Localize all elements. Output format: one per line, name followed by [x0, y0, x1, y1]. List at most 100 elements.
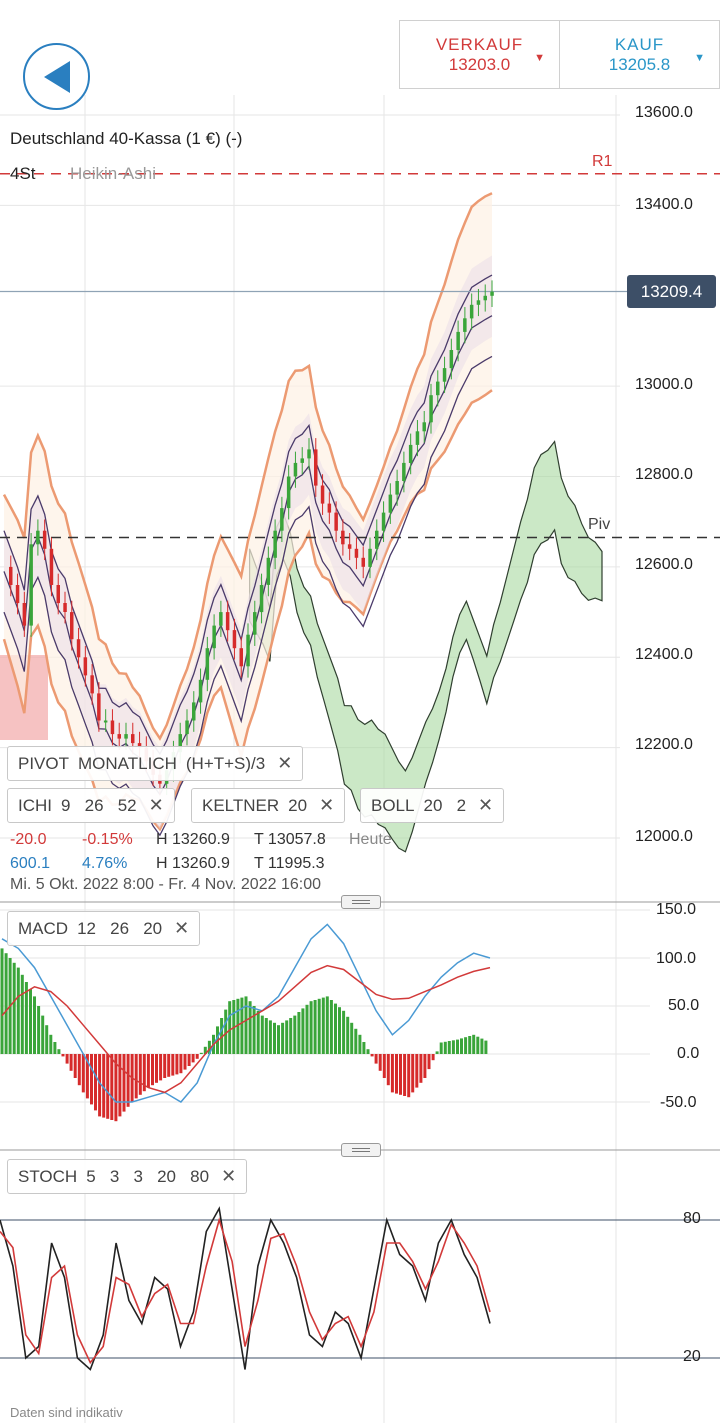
macd-histogram-bar [33, 996, 36, 1054]
candle-body [225, 612, 230, 631]
macd-histogram-bar [175, 1054, 179, 1075]
candle-body [381, 512, 386, 531]
macd-histogram-bar [350, 1022, 354, 1054]
candle-body [63, 603, 67, 612]
candle-body [124, 734, 128, 739]
candle-body [469, 304, 474, 319]
close-icon[interactable]: ✕ [221, 1166, 237, 1186]
candle-body [327, 503, 332, 513]
day-change-pct: -0.15% [82, 831, 133, 848]
day-change: -20.0 [10, 831, 47, 848]
candle-body [76, 639, 81, 658]
close-icon[interactable]: ✕ [174, 918, 190, 938]
macd-histogram-bar [358, 1034, 362, 1054]
macd-histogram-bar [338, 1007, 341, 1054]
macd-y-tick-label: 150.0 [656, 901, 697, 918]
macd-histogram-bar [69, 1054, 73, 1071]
sell-price: 13203.0 [448, 54, 511, 74]
r1-label: R1 [592, 153, 613, 170]
candle-body [198, 679, 203, 703]
keltner-indicator-chip[interactable]: KELTNER 20 ✕ [191, 788, 346, 823]
macd-histogram-bar [329, 1000, 333, 1054]
macd-histogram-bar [305, 1004, 309, 1054]
macd-histogram-bar [90, 1054, 93, 1105]
range-change: 600.1 [10, 855, 51, 872]
macd-histogram-bar [293, 1015, 297, 1054]
candle-body [300, 458, 304, 463]
candle-body [253, 612, 257, 635]
candle-body [219, 612, 223, 626]
macd-histogram-bar [366, 1049, 370, 1054]
close-icon[interactable]: ✕ [148, 795, 164, 815]
macd-histogram-bar [29, 989, 32, 1054]
macd-histogram-bar [476, 1036, 480, 1054]
macd-histogram-bar [142, 1054, 146, 1092]
candle-body [97, 693, 101, 721]
candle-body [490, 291, 494, 296]
macd-histogram-bar [138, 1054, 142, 1095]
macd-histogram-bar [171, 1054, 175, 1076]
candle-body [293, 462, 298, 477]
timeframe-label[interactable]: 4St [10, 164, 36, 183]
candle-body [320, 485, 325, 504]
bollinger-indicator-chip[interactable]: BOLL 20 2 ✕ [360, 788, 505, 823]
ichimoku-indicator-chip[interactable]: ICHI 9 26 52 ✕ [7, 788, 175, 823]
macd-histogram-bar [37, 1006, 41, 1054]
candle-body [286, 476, 291, 509]
sell-quote-button[interactable]: VERKAUF 13203.0 ▼ [400, 21, 559, 88]
macd-histogram-bar [0, 948, 4, 1054]
macd-histogram-bar [374, 1054, 378, 1064]
sell-label: VERKAUF [435, 34, 524, 54]
macd-histogram-bar [464, 1037, 468, 1054]
macd-histogram-bar [228, 1001, 232, 1054]
macd-histogram-bar [207, 1040, 211, 1054]
macd-indicator-chip[interactable]: MACD 12 26 20 ✕ [7, 911, 201, 946]
pane-resize-handle[interactable] [341, 895, 381, 909]
macd-histogram-bar [447, 1041, 451, 1054]
close-icon[interactable]: ✕ [277, 753, 293, 773]
pivot-indicator-name: PIVOT [18, 753, 70, 773]
macd-histogram-bar [85, 1054, 89, 1099]
macd-histogram-bar [236, 998, 240, 1054]
macd-histogram-bar [472, 1034, 476, 1054]
macd-histogram-bar [240, 997, 244, 1054]
candle-body [429, 395, 433, 423]
macd-histogram-bar [49, 1034, 53, 1054]
quote-panel: VERKAUF 13203.0 ▼ KAUF 13205.8 ▼ [399, 20, 720, 89]
macd-histogram-bar [179, 1054, 183, 1074]
macd-histogram-bar [94, 1054, 97, 1111]
candle-body [449, 350, 454, 369]
stoch-indicator-chip[interactable]: STOCH 5 3 3 20 80 ✕ [7, 1159, 248, 1194]
macd-histogram-bar [16, 967, 20, 1054]
macd-histogram-bar [395, 1054, 398, 1094]
macd-histogram-bar [390, 1054, 394, 1093]
macd-histogram-bar [431, 1054, 435, 1061]
back-button[interactable] [23, 43, 90, 110]
disclaimer-text: Daten sind indikativ [10, 1405, 123, 1420]
close-icon[interactable]: ✕ [478, 795, 494, 815]
pivot-indicator-chip[interactable]: PIVOT MONATLICH (H+T+S)/3 ✕ [7, 746, 304, 781]
macd-histogram-bar [134, 1054, 138, 1099]
macd-histogram-bar [301, 1008, 305, 1054]
candle-body [361, 557, 365, 567]
keltner-indicator-name: KELTNER [202, 795, 280, 815]
macd-histogram-bar [155, 1054, 158, 1083]
close-icon[interactable]: ✕ [319, 795, 335, 815]
buy-quote-button[interactable]: KAUF 13205.8 ▼ [559, 21, 719, 88]
macd-histogram-bar [126, 1054, 130, 1107]
buy-label: KAUF [614, 34, 665, 54]
macd-histogram-bar [45, 1025, 49, 1054]
candle-body [9, 566, 13, 585]
candle-body [402, 462, 406, 481]
macd-y-tick-label: 100.0 [656, 950, 697, 967]
macd-histogram-bar [4, 953, 8, 1054]
range-dates: Mi. 5 Okt. 2022 8:00 - Fr. 4 Nov. 2022 1… [10, 876, 321, 893]
macd-histogram-bar [435, 1051, 439, 1054]
macd-histogram-bar [65, 1054, 69, 1064]
keltner-lower [3, 355, 493, 837]
macd-histogram-bar [260, 1015, 264, 1054]
candle-body [22, 603, 27, 626]
chart-type-label[interactable]: Heikin-Ashi [70, 164, 156, 183]
pane-resize-handle[interactable] [341, 1143, 381, 1157]
